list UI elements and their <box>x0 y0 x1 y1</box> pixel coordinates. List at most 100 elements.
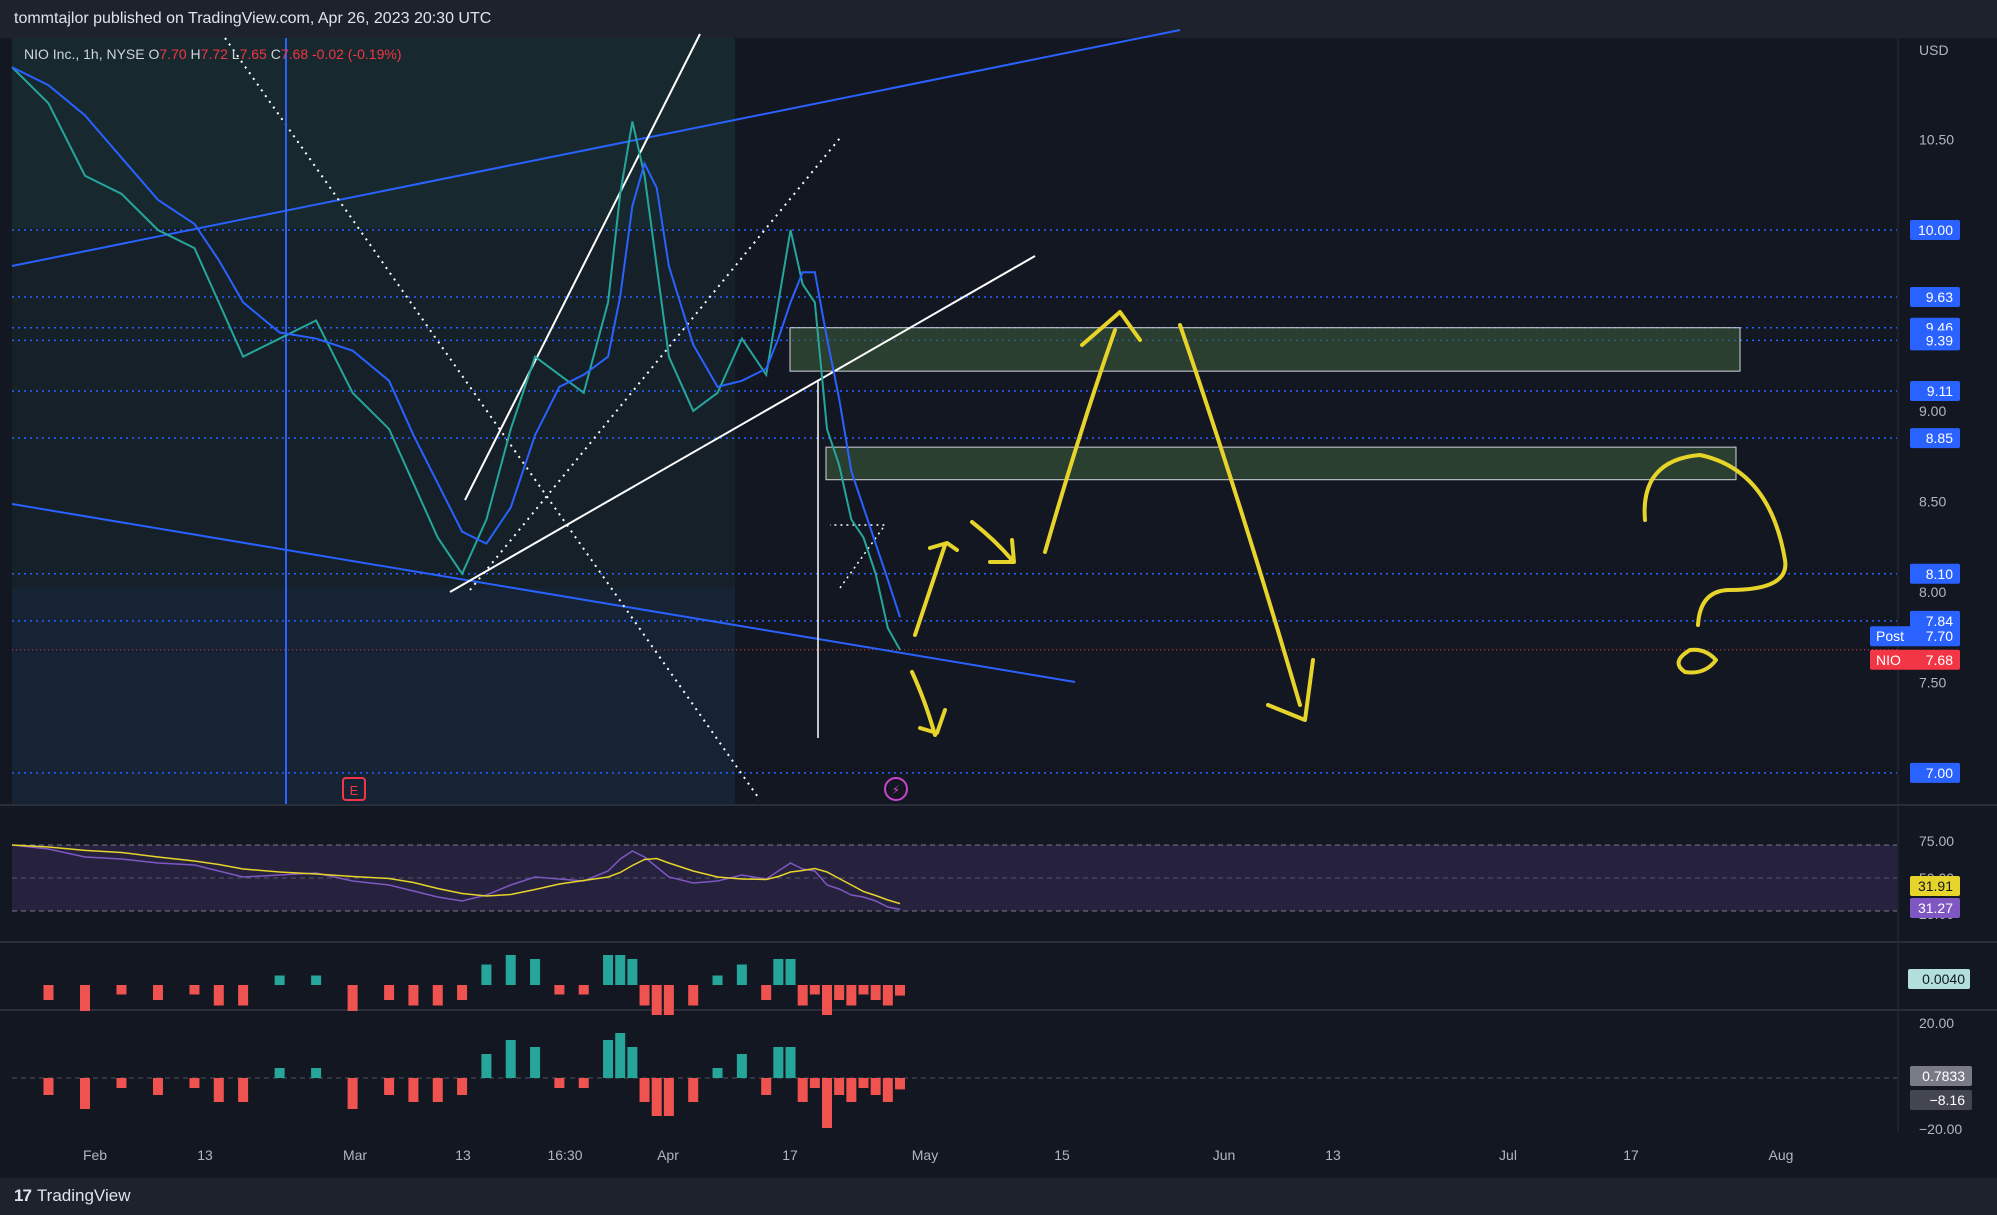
osc-bar-16 <box>505 955 516 985</box>
osc-bar-26 <box>688 985 699 1006</box>
level-tag-1: 9.63 <box>1926 289 1953 305</box>
indicator-axes: 75.0050.0025.0031.9131.270.004020.00−20.… <box>1908 833 1972 1137</box>
tradingview-logo-mark: 17 <box>14 1186 32 1205</box>
last-price-bg-1 <box>1870 649 1960 670</box>
hist-bar-20 <box>603 1040 614 1078</box>
hist-bar-5 <box>189 1078 200 1088</box>
hist-bar-14 <box>457 1078 468 1095</box>
osc-bar-14 <box>457 985 468 1000</box>
osc-bar-34 <box>822 985 833 1015</box>
level-tag-bg-3 <box>1910 330 1960 351</box>
time-tick-11: Jul <box>1499 1147 1517 1163</box>
time-tick-0: Feb <box>83 1147 107 1163</box>
last-price-label-1: NIO <box>1876 652 1901 668</box>
hist-bar-28 <box>736 1054 747 1078</box>
rsi-tag-1: 31.27 <box>1918 900 1953 916</box>
level-tag-bg-6 <box>1910 563 1960 584</box>
legend-close: 7.68 <box>280 46 309 62</box>
hist-bar-38 <box>870 1078 881 1095</box>
hist-bar-12 <box>408 1078 419 1102</box>
arrow-right-small <box>970 520 1016 564</box>
event-markers[interactable]: E ⚡ <box>342 777 908 801</box>
hist-bar-33 <box>809 1078 820 1088</box>
osc-bar-27 <box>712 975 723 985</box>
osc-bar-40 <box>895 985 905 996</box>
hist-bar-10 <box>347 1078 358 1109</box>
earnings-marker[interactable] <box>342 777 366 801</box>
region-middle <box>12 228 735 588</box>
time-axis[interactable]: Feb 13 Mar 13 16:30 Apr 17 May 15 Jun 13 Jul 17 Aug <box>83 1147 1794 1163</box>
level-tag-bg-5 <box>1910 428 1960 449</box>
osc-bar-32 <box>797 985 808 1006</box>
panel-separators <box>0 38 1997 1132</box>
hist-bar-22 <box>627 1047 638 1078</box>
time-tick-1: 13 <box>197 1147 213 1163</box>
hist-bar-4 <box>152 1078 163 1095</box>
rsi-tag-bg-0 <box>1910 876 1960 896</box>
price-axis[interactable]: 10.009.639.469.399.118.858.107.847.0010.… <box>1870 42 1960 783</box>
moving-average-line <box>11 66 901 618</box>
rising-trendline <box>449 255 1036 593</box>
osc-bar-33 <box>809 985 820 995</box>
osc-bar-37 <box>858 985 869 995</box>
level-tag-6: 8.10 <box>1926 566 1953 582</box>
osc-bar-10 <box>347 985 358 1011</box>
hist-bar-9 <box>311 1068 322 1078</box>
level-tag-8: 7.00 <box>1926 765 1953 781</box>
histogram-panel <box>12 1033 1897 1128</box>
price-tick-4: 7.50 <box>1919 674 1946 690</box>
split-marker-icon[interactable] <box>884 777 908 801</box>
hist-bar-13 <box>432 1078 443 1102</box>
level-tag-bg-8 <box>1910 762 1960 783</box>
hist-bar-21 <box>615 1033 626 1078</box>
legend-open: 7.70 <box>159 46 187 62</box>
rsi-panel <box>11 844 1897 912</box>
osc-bar-5 <box>189 985 200 995</box>
osc-bar-36 <box>846 985 857 1006</box>
hist-bar-1 <box>43 1078 54 1095</box>
osc-bar-7 <box>238 985 249 1006</box>
chart-bg <box>0 38 1997 1178</box>
hist-tick-1: −20.00 <box>1919 1121 1962 1137</box>
hand-annotations <box>910 310 1788 737</box>
osc-bar-35 <box>834 985 845 1000</box>
level-tag-3: 9.39 <box>1926 332 1953 348</box>
legend-high: 7.72 <box>200 46 228 62</box>
hist-bar-31 <box>785 1047 796 1078</box>
osc-bar-20 <box>603 955 614 985</box>
level-tag-7: 7.84 <box>1926 613 1953 629</box>
hist-bar-37 <box>858 1078 869 1088</box>
region-lower <box>12 588 735 804</box>
osc-bar-22 <box>627 959 638 985</box>
osc-bar-4 <box>152 985 163 1000</box>
zone-0 <box>789 327 1741 372</box>
osc-bar-39 <box>882 985 893 1006</box>
osc-bar-19 <box>578 985 589 995</box>
level-tag-bg-1 <box>1910 286 1960 307</box>
osc-bar-2 <box>79 985 90 1011</box>
dotted-diagonal-1 <box>224 37 761 801</box>
osc-bar-13 <box>432 985 443 1006</box>
last-price-value-1: 7.68 <box>1926 652 1953 668</box>
steep-trendline <box>464 33 701 501</box>
hist-bar-34 <box>822 1078 833 1128</box>
level-tag-5: 8.85 <box>1926 430 1953 446</box>
arrow-up-big <box>1043 310 1142 554</box>
arrow-down-big <box>1178 323 1315 722</box>
region-upper <box>12 38 735 228</box>
osc-bar-29 <box>761 985 772 1000</box>
last-price-label-0: Post <box>1876 628 1904 644</box>
publisher-header: tommtajlor published on TradingView.com,… <box>0 0 1997 38</box>
time-tick-13: Aug <box>1769 1147 1794 1163</box>
tradingview-brand: TradingView <box>36 1186 131 1205</box>
split-marker-bolt: ⚡ <box>892 783 900 797</box>
symbol-legend[interactable]: NIO Inc., 1h, NYSE O7.70 H7.72 L7.65 C7.… <box>24 46 401 62</box>
legend-symbol: NIO Inc., 1h, NYSE <box>24 46 145 62</box>
last-price-value-0: 7.70 <box>1926 628 1953 644</box>
tradingview-logo[interactable]: 17 TradingView <box>14 1186 130 1206</box>
osc-bar-17 <box>530 959 541 985</box>
osc-bar-15 <box>481 964 492 985</box>
osc-bar-3 <box>116 985 127 995</box>
hist-bar-11 <box>384 1078 395 1095</box>
